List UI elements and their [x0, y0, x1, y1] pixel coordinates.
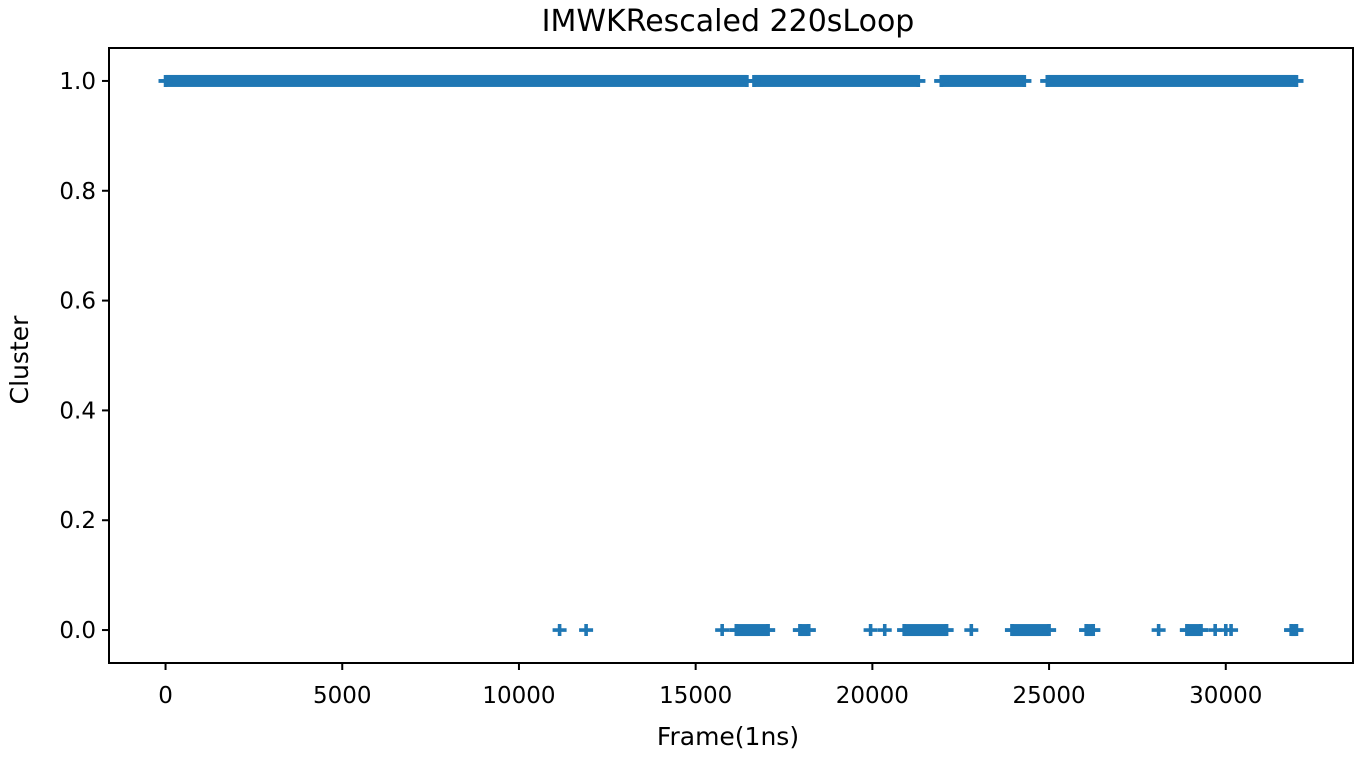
data-point-run-body: [1186, 624, 1202, 637]
x-tick-label: 10000: [482, 683, 555, 709]
data-point: [746, 74, 761, 87]
data-point-run-body: [1011, 624, 1050, 637]
data-point: [939, 624, 954, 637]
data-point-run-body: [1047, 74, 1297, 87]
data-point: [715, 624, 730, 637]
data-point: [1151, 624, 1166, 637]
plot-frame: [108, 47, 1354, 664]
data-point: [1179, 624, 1194, 637]
y-tick-label: 0.6: [59, 289, 96, 315]
x-tick-label: 30000: [1189, 683, 1262, 709]
y-tick-label: 0.8: [59, 179, 96, 205]
data-point: [934, 74, 949, 87]
data-point: [552, 624, 567, 637]
data-point-run-body: [736, 624, 769, 637]
y-tick-label: 1.0: [59, 69, 96, 95]
data-point-run-body: [753, 74, 919, 87]
data-point-run-body: [941, 74, 1025, 87]
data-point: [1289, 74, 1304, 87]
data-point: [1004, 624, 1019, 637]
data-point: [863, 624, 878, 637]
data-markers: [158, 74, 1304, 637]
x-axis-label: Frame(1ns): [657, 722, 799, 751]
x-tick-label: 0: [158, 683, 173, 709]
data-point-run-body: [904, 624, 947, 637]
data-point: [1017, 74, 1032, 87]
y-tick-label: 0.4: [59, 398, 96, 424]
data-point: [761, 624, 776, 637]
data-point: [1040, 74, 1055, 87]
data-point: [1289, 624, 1304, 637]
data-point: [877, 624, 892, 637]
x-tick-label: 20000: [836, 683, 909, 709]
y-tick-label: 0.0: [59, 618, 96, 644]
data-point: [729, 624, 744, 637]
data-point: [1194, 624, 1209, 637]
data-point: [801, 624, 816, 637]
chart-title: IMWKRescaled 220sLoop: [542, 4, 915, 39]
x-tick-label: 15000: [659, 683, 732, 709]
data-point: [158, 74, 173, 87]
data-point: [911, 74, 926, 87]
x-tick-label: 25000: [1012, 683, 1085, 709]
data-point: [1224, 624, 1239, 637]
data-point: [1086, 624, 1101, 637]
data-point: [897, 624, 912, 637]
data-point: [579, 624, 594, 637]
x-tick-label: 5000: [313, 683, 372, 709]
data-point: [1042, 624, 1057, 637]
y-axis: 0.0 0.2 0.4 0.6 0.8 1.0: [59, 69, 109, 644]
data-point: [964, 624, 979, 637]
y-axis-label: Cluster: [5, 315, 34, 404]
x-axis: 0 5000 10000 15000 20000 25000 30000: [158, 663, 1262, 709]
y-tick-label: 0.2: [59, 508, 96, 534]
data-point-run-body: [165, 74, 747, 87]
